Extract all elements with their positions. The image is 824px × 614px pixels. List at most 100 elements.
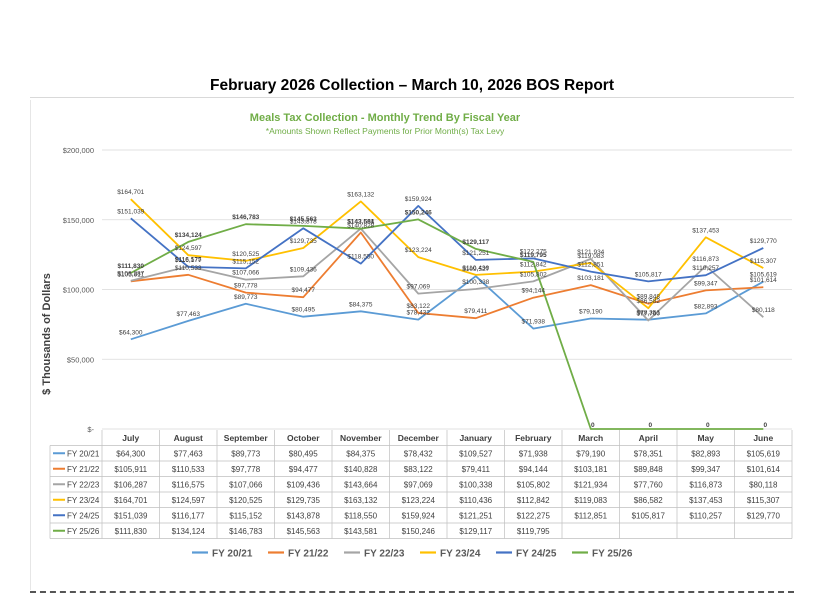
table-cell: $116,575 [172,480,205,489]
data-label: $78,351 [637,310,661,317]
table-cell: $64,300 [116,449,145,458]
data-label: $143,581 [347,219,374,226]
table-cell: $124,597 [172,496,206,505]
table-cell: $78,432 [404,449,433,458]
data-label: $115,307 [750,258,777,265]
table-cell: $105,802 [517,480,551,489]
data-label: $101,614 [750,277,777,284]
data-label: $89,848 [637,294,661,301]
y-axis-label: $ Thousands of Dollars [41,273,53,395]
data-label: $105,802 [520,271,547,278]
data-label: $103,181 [577,275,604,282]
series-line-fy-22-23 [130,227,764,322]
data-label: $151,039 [117,208,144,215]
table-cell: $97,778 [231,465,260,474]
x-tick-label: June [753,433,773,443]
data-label: $80,118 [752,307,775,314]
table-cell: $110,533 [172,465,205,474]
data-label: $129,770 [750,238,777,245]
table-cell: $134,124 [172,527,206,536]
table-cell: $140,828 [344,465,378,474]
table-row-name: FY 22/23 [67,480,100,489]
table-cell: $109,436 [287,480,321,489]
data-label: $134,124 [175,232,202,239]
table-cell: $71,938 [519,449,548,458]
table-cell: $143,664 [344,480,378,489]
data-label: $143,878 [290,218,317,225]
table-cell: $77,760 [634,480,663,489]
y-tick-label: $100,000 [63,286,94,295]
table-cell: $150,246 [402,527,436,536]
table-cell: $115,307 [747,496,780,505]
data-label: $112,851 [577,262,604,269]
table-cell: $163,132 [344,496,378,505]
data-label: $86,582 [637,298,661,305]
table-cell: $164,701 [114,496,148,505]
series-line-fy-24-25 [130,205,764,283]
table-cell: $106,287 [114,480,148,489]
data-label: $120,525 [232,251,259,258]
legend-label: FY 24/25 [516,549,557,560]
data-label: $140,828 [347,223,374,230]
data-label: $109,527 [462,266,489,273]
table-cell: $121,934 [574,480,608,489]
data-label: 0 [763,422,767,429]
x-tick-label: May [697,433,714,443]
data-label: $110,436 [462,265,489,272]
data-label: $94,477 [292,287,316,294]
table-cell: $137,453 [689,496,723,505]
data-label: $129,735 [290,238,317,245]
data-label: $110,257 [692,265,719,272]
data-label: $84,375 [349,301,373,308]
data-label: $109,436 [290,266,317,273]
chart-title: Meals Tax Collection - Monthly Trend By … [250,112,521,124]
table-cell: $119,795 [517,527,550,536]
data-label: $119,795 [520,252,547,259]
x-tick-label: September [224,433,269,443]
series-line-fy-23-24 [130,198,764,310]
data-label: $116,575 [175,256,202,263]
table-cell: $129,117 [459,527,492,536]
page-left-rule [30,100,31,590]
y-tick-label: $50,000 [67,355,94,364]
table-cell: $129,735 [287,496,321,505]
data-label: $64,300 [119,329,143,336]
legend-label: FY 23/24 [440,549,481,560]
data-label: $77,463 [177,311,201,318]
table-cell: $99,347 [691,465,720,474]
data-label: $121,934 [577,249,604,256]
data-label: $106,287 [117,271,144,278]
data-label: 0 [648,422,652,429]
x-tick-label: January [459,433,492,443]
series-line-fy-20-21 [130,275,764,341]
table-cell: $97,069 [404,480,433,489]
table-row-name: FY 24/25 [67,511,100,520]
x-tick-label: August [174,433,203,443]
table-cell: $120,525 [229,496,263,505]
table-cell: $151,039 [114,511,148,520]
data-label: $119,083 [577,253,604,260]
data-label: $112,842 [520,262,547,269]
data-label: $164,701 [117,189,144,196]
series-line-fy-21-22 [130,231,764,320]
table-cell: $80,118 [749,480,778,489]
table-cell: $84,375 [346,449,375,458]
table-cell: $122,275 [517,511,551,520]
table-cell: $94,144 [519,465,548,474]
bottom-dashed-rule [30,591,794,593]
table-row-name: FY 21/22 [67,465,100,474]
table-cell: $109,527 [459,449,493,458]
data-label: $145,563 [290,216,317,223]
x-tick-label: October [287,433,320,443]
legend-label: FY 20/21 [212,549,253,560]
table-cell: $100,338 [459,480,493,489]
legend-label: FY 21/22 [288,549,329,560]
data-label: $111,830 [118,263,145,270]
table-cell: $77,463 [174,449,203,458]
table-cell: $79,411 [462,465,491,474]
data-label: $89,773 [234,294,258,301]
data-label: $80,495 [292,307,316,314]
data-label: $143,664 [347,219,374,226]
data-label: $110,533 [175,265,202,272]
data-label: $116,177 [175,257,202,264]
